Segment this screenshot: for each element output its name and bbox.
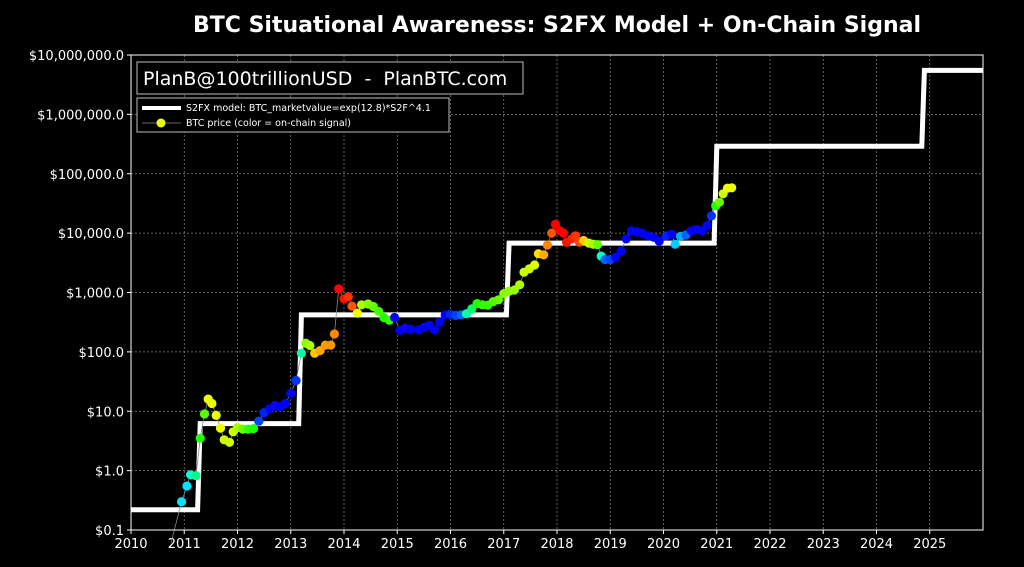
x-tick-label: 2015 [381,537,414,552]
price-point [334,284,344,294]
price-point [286,388,296,398]
price-point [248,424,259,434]
x-tick-label: 2021 [700,537,733,552]
price-point [547,228,557,238]
price-point [224,437,235,447]
x-tick-label: 2022 [753,537,786,552]
legend-box [136,97,450,133]
y-tick-label: $1,000.0 [66,287,124,302]
price-point [616,246,626,256]
price-point [326,340,336,350]
price-point [374,306,384,316]
x-axis-ticks: 2010 2011 2012 2013 2014 2015 2016 2017 2018 2019… [114,530,946,552]
price-point [254,416,264,426]
x-tick-label: 2011 [168,537,201,552]
price-point [191,471,201,481]
price-point [215,423,226,433]
x-tick-label: 2013 [274,537,307,552]
price-point [195,433,205,443]
watermark-box [136,61,524,95]
x-tick-label: 2014 [327,537,360,552]
chart-title: BTC Situational Awareness: S2FX Model + … [193,13,921,38]
watermark-text: PlanB@100trillionUSD - PlanBTC.com [143,68,507,90]
y-axis-ticks: $0.1 $1.0 $10.0 $100.0 $1,000.0 $10,000.0 $100… [29,49,131,539]
x-tick-label: 2024 [860,537,893,552]
price-point [429,325,440,335]
legend: S2FX model: BTC_marketvalue=exp(12.8)*S2… [136,97,450,133]
y-tick-label: $1,000,000.0 [37,108,124,123]
x-tick-label: 2025 [913,537,946,552]
x-tick-label: 2016 [434,537,467,552]
price-point [347,301,357,311]
price-point [207,398,217,409]
price-point [592,240,603,250]
x-tick-label: 2023 [807,537,840,552]
price-point [654,236,664,246]
price-point [296,348,306,358]
price-point [352,308,362,318]
price-point [329,329,339,339]
price-point [714,197,725,207]
x-tick-label: 2018 [540,537,573,552]
price-point [280,398,290,409]
price-point [291,375,301,386]
price-point [539,250,549,260]
legend-price-marker [156,118,166,128]
price-point [406,324,416,334]
watermark: PlanB@100trillionUSD - PlanBTC.com [136,61,524,95]
x-tick-label: 2020 [647,537,680,552]
price-point [305,340,315,351]
price-point [435,317,445,327]
y-tick-label: $1.0 [95,465,124,480]
y-tick-label: $100,000.0 [50,168,124,183]
price-point [493,295,503,305]
y-tick-label: $0.1 [95,524,124,539]
x-tick-label: 2017 [487,537,520,552]
price-point [666,229,677,239]
legend-model-label: S2FX model: BTC_marketvalue=exp(12.8)*S2… [186,103,431,114]
price-point [621,234,631,244]
x-tick-label: 2012 [221,537,254,552]
price-point [530,260,540,270]
price-point [182,481,192,491]
price-point [211,410,221,420]
y-tick-label: $10,000,000.0 [29,49,124,64]
price-point [670,239,680,249]
price-point [611,252,621,262]
price-point [542,240,553,250]
y-tick-label: $10.0 [87,405,124,420]
price-point [706,211,717,221]
y-tick-label: $100.0 [79,346,125,361]
x-tick-label: 2010 [114,537,147,552]
price-point [390,312,400,323]
plot-frame [130,54,984,531]
x-tick-label: 2019 [594,537,627,552]
price-point [199,409,210,419]
price-point [515,280,525,290]
price-point [558,228,569,238]
legend-price-label: BTC price (color = on-chain signal) [186,118,351,129]
price-point [702,220,712,230]
price-point [727,183,737,193]
price-series [170,183,737,544]
price-point [177,497,187,507]
price-point [343,292,353,302]
y-tick-label: $10,000.0 [58,227,124,242]
